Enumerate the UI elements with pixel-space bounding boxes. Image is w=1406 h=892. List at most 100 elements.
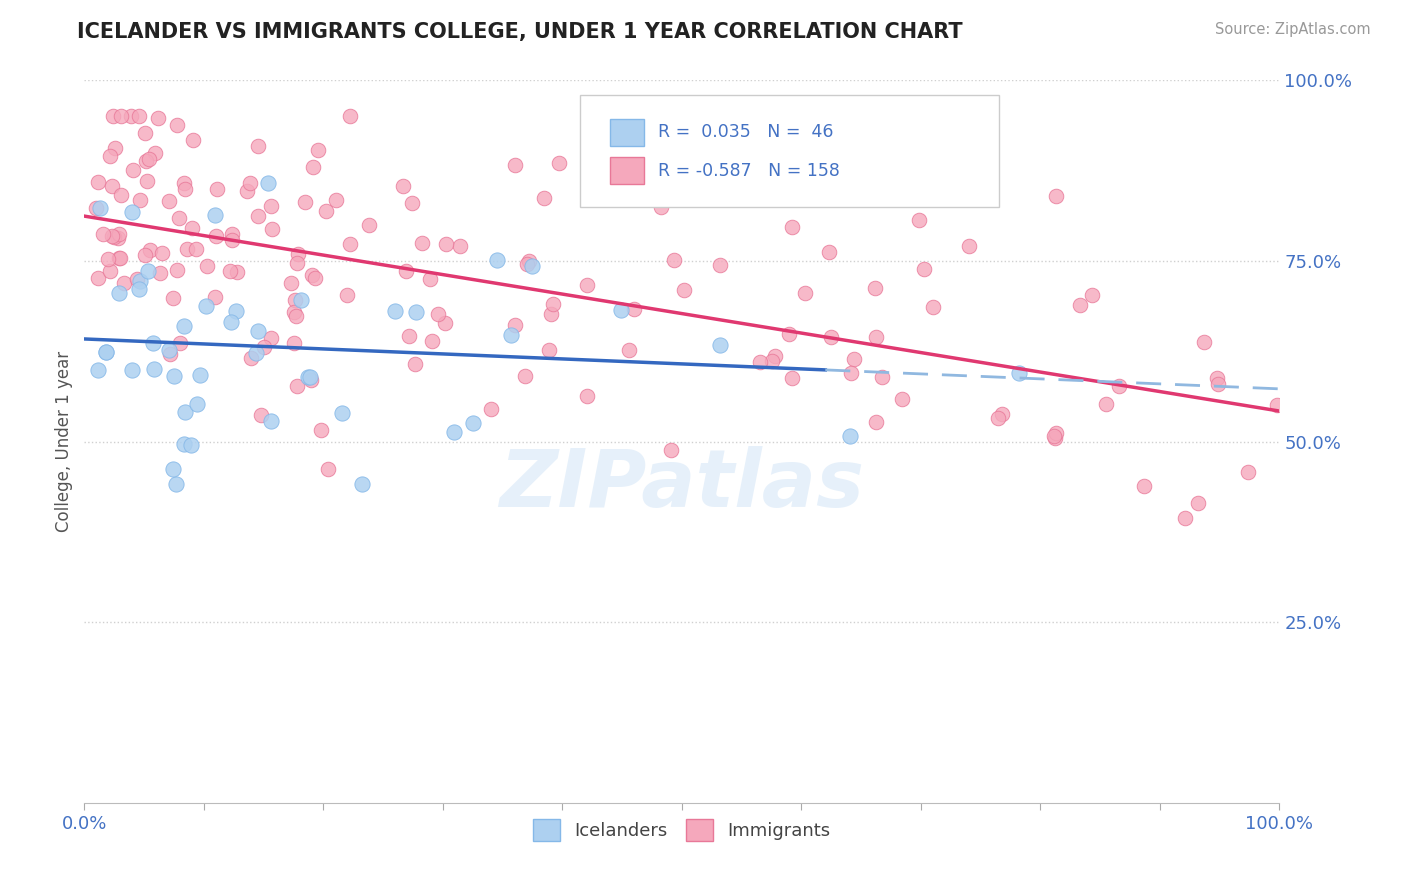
Point	[174, 182, 197, 196]
Point	[1174, 511, 1197, 525]
Point	[162, 292, 184, 306]
Point	[352, 477, 374, 491]
Point	[173, 319, 195, 334]
Point	[97, 252, 120, 266]
Point	[195, 259, 218, 273]
Point	[204, 207, 226, 221]
Point	[540, 307, 562, 321]
Point	[110, 110, 132, 124]
Point	[537, 343, 560, 357]
Point	[297, 370, 319, 384]
Point	[284, 293, 307, 307]
Point	[709, 258, 731, 272]
Point	[515, 257, 537, 271]
Point	[121, 363, 143, 377]
Point	[285, 256, 308, 270]
Point	[576, 389, 599, 403]
Point	[908, 212, 931, 227]
Point	[1132, 479, 1154, 493]
Point	[91, 227, 114, 241]
Point	[162, 462, 184, 476]
Point	[127, 272, 149, 286]
Point	[793, 286, 815, 301]
Point	[1206, 371, 1229, 385]
Point	[673, 283, 696, 297]
Point	[195, 299, 218, 313]
Point	[659, 442, 682, 457]
Point	[169, 335, 191, 350]
Point	[449, 239, 471, 253]
Point	[283, 336, 305, 351]
Point	[247, 209, 270, 223]
Point	[257, 176, 280, 190]
Point	[287, 246, 309, 260]
Point	[395, 264, 418, 278]
Point	[541, 296, 564, 310]
Point	[136, 264, 159, 278]
Point	[481, 402, 503, 417]
Point	[167, 211, 190, 225]
Point	[260, 221, 283, 235]
Point	[991, 407, 1014, 421]
FancyBboxPatch shape	[610, 157, 644, 185]
Point	[87, 175, 110, 189]
Point	[226, 265, 249, 279]
Point	[107, 286, 129, 301]
FancyBboxPatch shape	[581, 95, 998, 207]
Point	[301, 268, 323, 282]
Point	[610, 302, 633, 317]
Point	[294, 194, 316, 209]
Point	[503, 318, 526, 332]
Point	[461, 416, 484, 430]
Point	[420, 334, 443, 348]
Point	[1237, 465, 1260, 479]
Point	[1187, 496, 1209, 510]
Point	[503, 158, 526, 172]
Point	[129, 274, 152, 288]
Point	[304, 271, 326, 285]
Point	[225, 304, 247, 318]
Point	[110, 188, 132, 202]
Point	[238, 177, 260, 191]
Point	[662, 253, 685, 268]
Point	[1045, 426, 1067, 441]
Point	[181, 220, 204, 235]
Point	[159, 347, 181, 361]
Text: R =  0.035   N =  46: R = 0.035 N = 46	[658, 123, 834, 141]
Point	[1265, 398, 1288, 412]
Point	[299, 373, 322, 387]
Point	[839, 367, 862, 381]
Point	[128, 282, 150, 296]
Point	[405, 304, 427, 318]
Point	[870, 369, 893, 384]
Point	[221, 234, 243, 248]
Point	[436, 237, 458, 252]
Point	[174, 405, 197, 419]
Point	[547, 156, 569, 170]
Point	[443, 425, 465, 439]
Point	[162, 369, 184, 384]
Point	[205, 181, 228, 195]
Point	[818, 244, 841, 259]
Point	[165, 476, 187, 491]
Point	[136, 174, 159, 188]
Point	[204, 290, 226, 304]
Point	[316, 462, 339, 476]
Point	[1208, 377, 1230, 392]
Point	[260, 414, 283, 428]
Point	[157, 194, 180, 208]
Point	[617, 343, 640, 358]
Point	[107, 231, 129, 245]
Point	[315, 203, 337, 218]
Y-axis label: College, Under 1 year: College, Under 1 year	[55, 351, 73, 533]
Point	[1108, 378, 1130, 392]
Point	[486, 253, 509, 268]
Point	[298, 370, 321, 384]
Point	[623, 301, 645, 316]
Text: ICELANDER VS IMMIGRANTS COLLEGE, UNDER 1 YEAR CORRELATION CHART: ICELANDER VS IMMIGRANTS COLLEGE, UNDER 1…	[77, 22, 963, 42]
Point	[1043, 431, 1066, 445]
Point	[87, 271, 110, 285]
Point	[246, 324, 269, 338]
Point	[173, 437, 195, 451]
Point	[112, 276, 135, 290]
